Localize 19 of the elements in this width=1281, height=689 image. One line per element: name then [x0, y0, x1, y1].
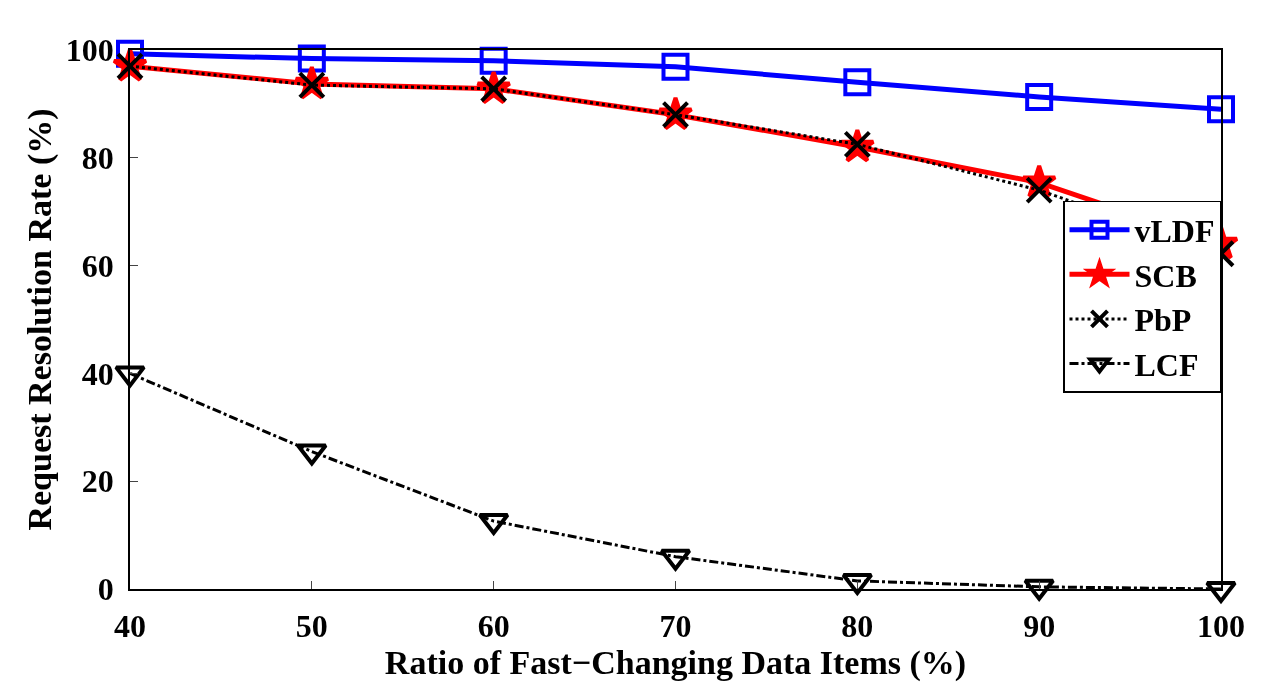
x-tick-label: 100: [1197, 608, 1245, 645]
y-tick-label: 0: [97, 571, 114, 608]
y-tick-label: 40: [81, 355, 114, 392]
x-axis-title: Ratio of Fast−Changing Data Items (%): [384, 644, 967, 683]
x-tick-label: 50: [295, 608, 328, 645]
legend-label: LCF: [1134, 347, 1199, 383]
x-tick-label: 40: [114, 608, 146, 645]
x-tick-label: 70: [659, 608, 692, 645]
legend-label: SCB: [1134, 257, 1197, 294]
y-tick-label: 20: [81, 463, 114, 500]
x-tick-label: 60: [477, 608, 510, 645]
x-tick-label: 80: [841, 608, 874, 645]
legend-label: PbP: [1134, 302, 1192, 339]
y-tick-label: 100: [65, 32, 114, 69]
y-axis-title: Request Resolution Rate (%): [20, 108, 59, 531]
legend-label: vLDF: [1134, 213, 1215, 250]
x-tick-label: 90: [1023, 608, 1056, 645]
y-tick-label: 60: [81, 247, 114, 284]
y-tick-label: 80: [81, 140, 114, 176]
